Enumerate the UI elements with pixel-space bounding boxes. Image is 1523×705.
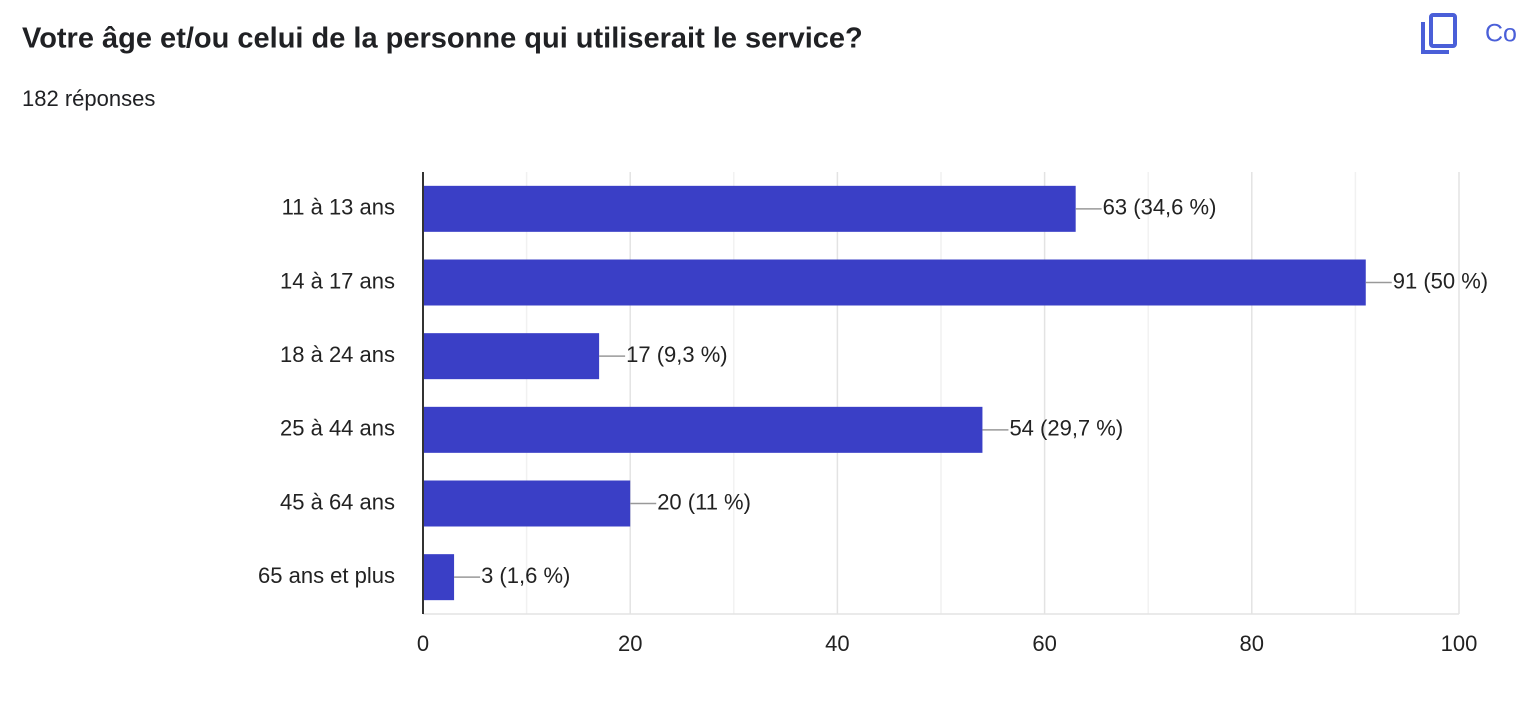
x-tick-label: 20 [618, 631, 642, 656]
value-label: 63 (34,6 %) [1103, 195, 1217, 220]
bar [423, 185, 1076, 232]
chart-title: Votre âge et/ou celui de la personne qui… [22, 23, 863, 55]
bar [423, 406, 983, 453]
y-tick-label: 45 à 64 ans [280, 489, 395, 514]
y-tick-label: 65 ans et plus [258, 563, 395, 588]
chart-subtitle: 182 réponses [22, 86, 155, 111]
value-label: 20 (11 %) [657, 489, 751, 514]
x-tick-label: 0 [417, 631, 429, 656]
x-tick-label: 80 [1240, 631, 1264, 656]
bar [423, 554, 455, 601]
y-tick-label: 25 à 44 ans [280, 416, 395, 441]
value-label: 91 (50 %) [1393, 268, 1488, 293]
bar [423, 259, 1366, 306]
bar [423, 333, 600, 380]
y-tick-label: 11 à 13 ans [282, 195, 395, 220]
copy-icon [1421, 22, 1449, 54]
x-tick-label: 100 [1441, 631, 1478, 656]
x-tick-label: 60 [1032, 631, 1056, 656]
copy-icon [1429, 13, 1457, 48]
copy-button[interactable]: Co [1421, 13, 1517, 54]
value-label: 3 (1,6 %) [481, 563, 570, 588]
y-tick-label: 14 à 17 ans [280, 268, 395, 293]
value-label: 54 (29,7 %) [1009, 416, 1123, 441]
y-tick-label: 18 à 24 ans [280, 342, 395, 367]
x-tick-label: 40 [825, 631, 849, 656]
bar [423, 480, 631, 527]
copy-label[interactable]: Co [1485, 20, 1517, 48]
value-label: 17 (9,3 %) [626, 342, 728, 367]
